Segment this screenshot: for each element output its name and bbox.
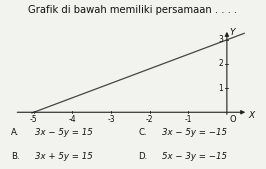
Text: -4: -4 [69, 115, 76, 124]
Text: 1: 1 [218, 84, 223, 93]
Text: 3x + 5y = 15: 3x + 5y = 15 [35, 152, 92, 161]
Text: Grafik di bawah memiliki persamaan . . . .: Grafik di bawah memiliki persamaan . . .… [28, 5, 238, 15]
Text: A.: A. [11, 128, 19, 137]
Text: 3x − 5y = 15: 3x − 5y = 15 [35, 128, 92, 137]
Text: Y: Y [230, 28, 235, 37]
Text: -2: -2 [146, 115, 153, 124]
Text: -5: -5 [30, 115, 38, 124]
Text: X: X [249, 111, 255, 120]
Text: 5x − 3y = −15: 5x − 3y = −15 [162, 152, 227, 161]
Text: 3x − 5y = −15: 3x − 5y = −15 [162, 128, 227, 137]
Text: 3: 3 [218, 35, 223, 44]
Text: O: O [229, 115, 236, 124]
Text: -1: -1 [185, 115, 192, 124]
Text: B.: B. [11, 152, 19, 161]
Text: -3: -3 [107, 115, 115, 124]
Text: 2: 2 [218, 59, 223, 68]
Text: D.: D. [138, 152, 148, 161]
Text: C.: C. [138, 128, 147, 137]
